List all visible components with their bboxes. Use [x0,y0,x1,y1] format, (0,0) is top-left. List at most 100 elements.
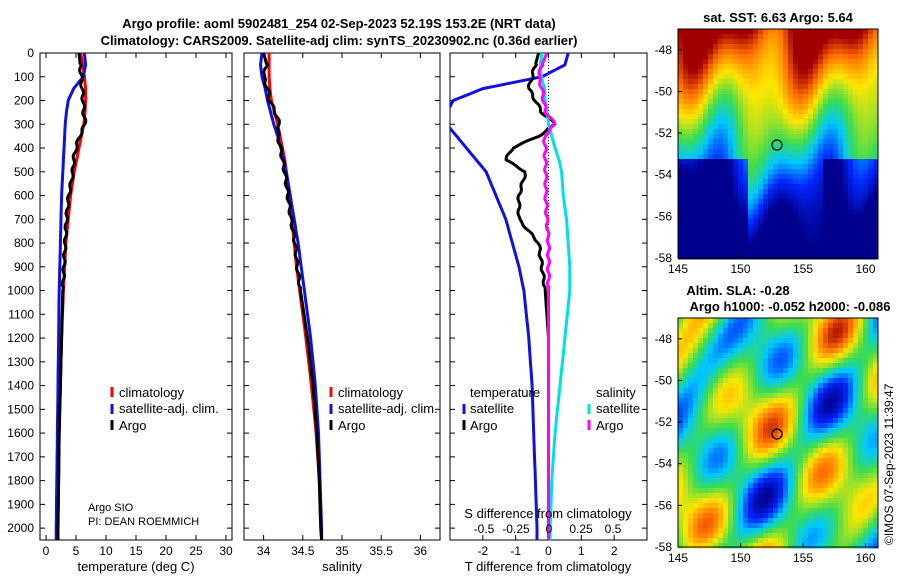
map-cell [873,254,879,260]
map-cell [773,184,779,190]
map-cell [858,34,864,40]
map-cell [683,64,689,70]
map-cell [823,249,829,255]
map-cell [833,448,839,454]
map-cell [833,533,839,539]
map-cell [873,408,879,414]
map-cell [768,458,774,464]
map-cell [808,104,814,110]
map-cell [708,174,714,180]
map-cell [773,49,779,55]
map-cell [833,229,839,235]
map-cell [798,538,804,544]
map-cell [788,79,794,85]
map-cell [833,373,839,379]
map-cell [813,398,819,404]
map-cell [678,363,684,369]
x-tick-label: 20 [159,544,173,558]
map-cell [778,89,784,95]
map-cell [713,159,719,165]
map-cell [833,174,839,180]
map-cell [718,129,724,135]
map-cell [728,89,734,95]
map-cell [818,244,824,250]
map-cell [803,323,809,329]
map-cell [718,179,724,185]
map-cell [723,483,729,489]
map-cell [863,99,869,105]
map-cell [798,448,804,454]
map-cell [798,179,804,185]
map-cell [743,169,749,175]
map-cell [688,353,694,359]
map-cell [783,144,789,150]
map-cell [838,159,844,165]
map-cell [688,109,694,115]
map-cell [793,358,799,364]
map-cell [748,508,754,514]
map-cell [778,318,784,324]
map-cell [763,124,769,130]
map-cell [718,338,724,344]
map-cell [798,219,804,225]
map-cell [763,234,769,240]
map-cell [778,109,784,115]
map-cell [813,54,819,60]
map-cell [843,353,849,359]
map-cell [708,428,714,434]
map-cell [873,418,879,424]
map-cell [838,513,844,519]
map-cell [758,254,764,260]
map-cell [863,119,869,125]
x-tick-label: 15 [129,544,143,558]
map-cell [843,209,849,215]
map-cell [723,124,729,130]
map-cell [758,388,764,394]
map-cell [868,368,874,374]
map-cell [738,458,744,464]
map-cell [713,413,719,419]
map-cell [798,363,804,369]
map-cell [833,343,839,349]
map-cell [818,29,824,35]
y-tick-label: 1200 [7,331,34,345]
map-cell [693,483,699,489]
map-cell [728,498,734,504]
map-cell [698,59,704,65]
map-cell [693,433,699,439]
map-cell [748,403,754,409]
map-cell [703,328,709,334]
map-cell [808,94,814,100]
map-cell [743,74,749,80]
map-cell [728,473,734,479]
map-cell [823,538,829,544]
map-cell [818,538,824,544]
map-cell [808,438,814,444]
map-cell [753,438,759,444]
map-cell [863,129,869,135]
map-cell [698,423,704,429]
map-cell [748,184,754,190]
map-cell [853,428,859,434]
map-cell [838,363,844,369]
map-cell [848,219,854,225]
map-cell [703,194,709,200]
map-cell [788,338,794,344]
map-cell [733,468,739,474]
map-cell [833,398,839,404]
map-cell [698,54,704,60]
map-cell [723,503,729,509]
map-cell [783,478,789,484]
map-cell [863,538,869,544]
map-cell [763,343,769,349]
map-cell [708,84,714,90]
map-cell [788,104,794,110]
map-cell [853,398,859,404]
map-cell [743,214,749,220]
map-cell [713,498,719,504]
map-cell [713,184,719,190]
map-cell [763,518,769,524]
map-cell [833,443,839,449]
map-cell [818,174,824,180]
map-cell [788,523,794,529]
